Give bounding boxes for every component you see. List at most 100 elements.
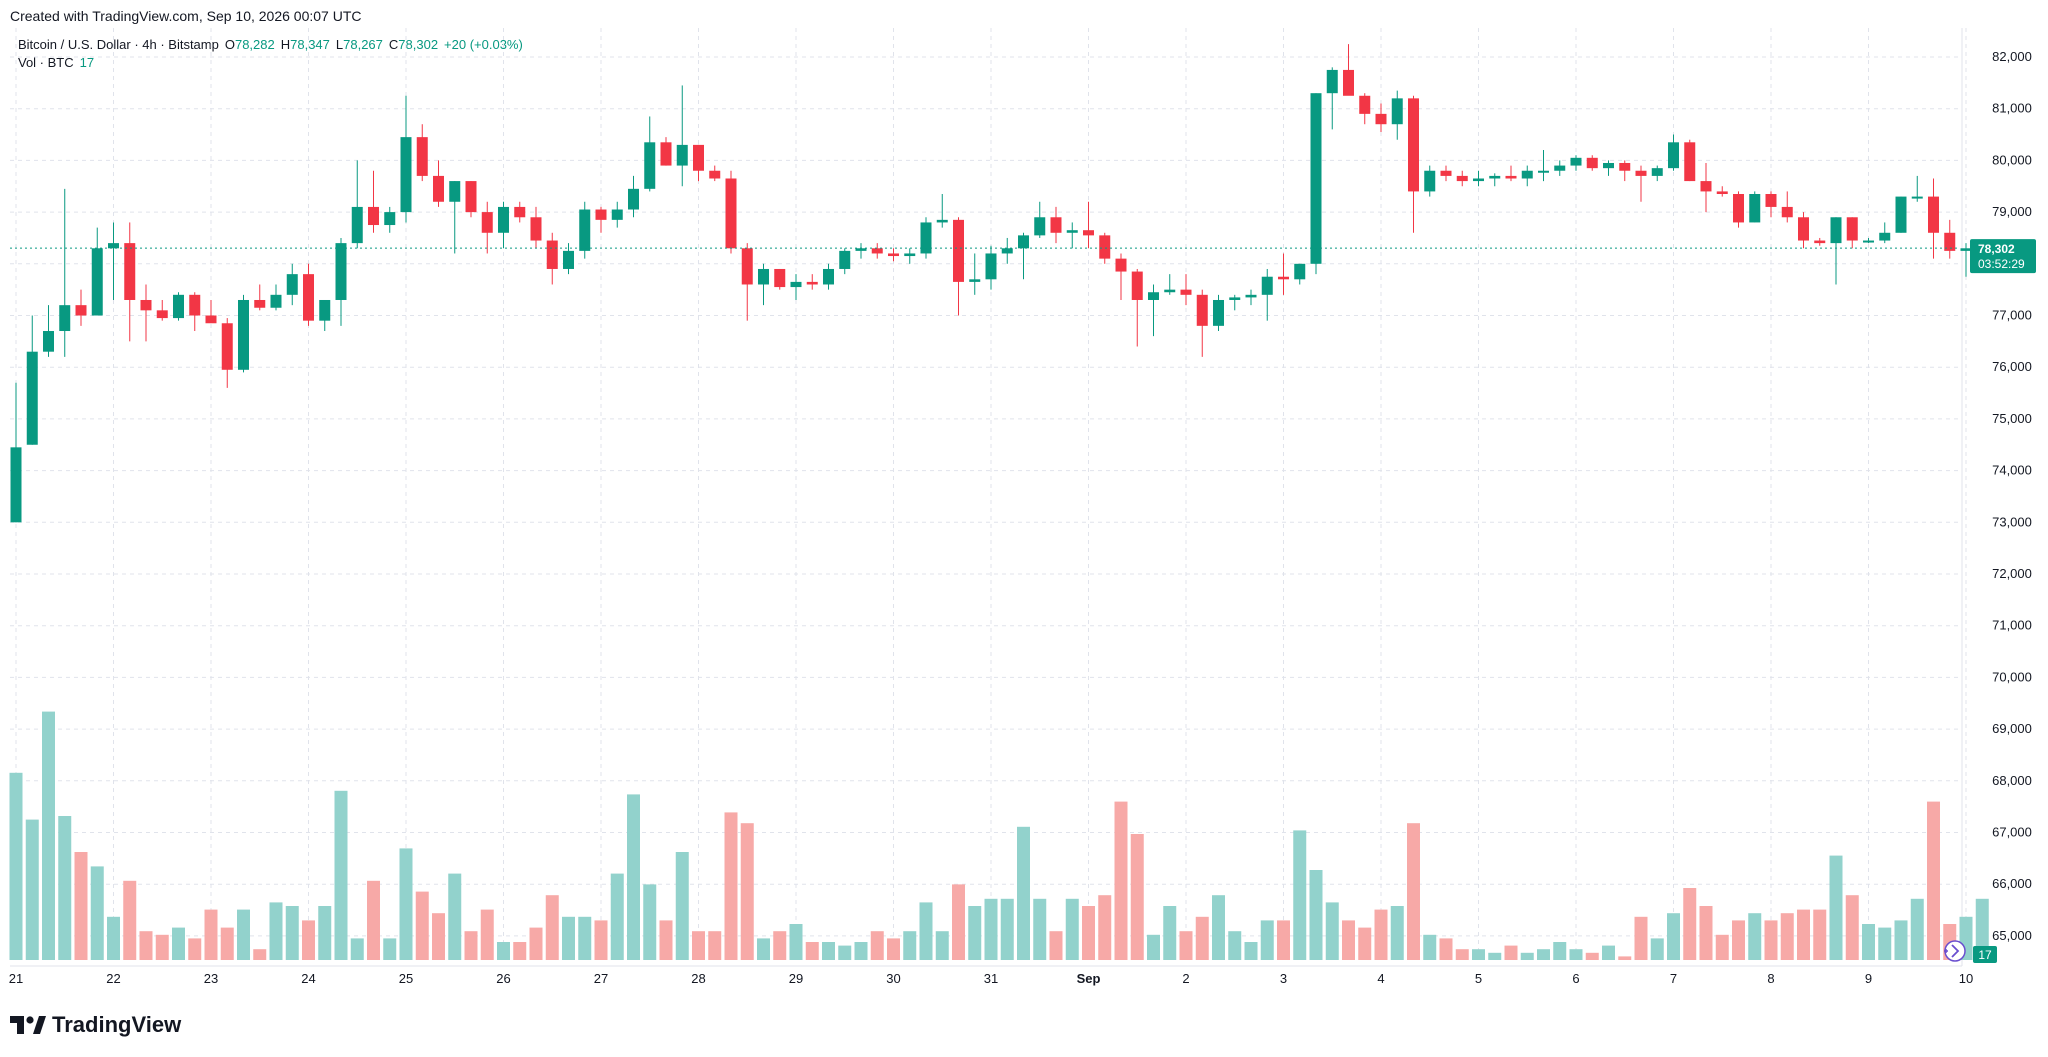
candle-body	[351, 206, 363, 244]
candle-body	[10, 447, 22, 523]
tradingview-logo[interactable]: TradingView	[10, 1012, 181, 1038]
volume-bar	[1033, 898, 1047, 960]
candle-body	[1733, 194, 1744, 223]
candle-body	[1456, 175, 1468, 182]
candle-body	[1473, 178, 1484, 182]
price-axis[interactable]: 82,00081,00080,00079,00078,00077,00076,0…	[1992, 49, 2032, 943]
volume-bar	[1439, 938, 1453, 960]
price-tick-label: 77,000	[1992, 308, 2032, 323]
volume-bar	[9, 772, 23, 960]
candle-body	[1911, 196, 1923, 199]
legend-low-value: 78,267	[343, 37, 383, 52]
volume-bar	[1715, 934, 1729, 960]
candle-body	[1245, 294, 1257, 298]
volume-bar	[1585, 952, 1599, 960]
candle-body	[1213, 299, 1224, 326]
volume-bar	[415, 891, 429, 960]
candle-body	[1830, 217, 1842, 244]
volume-bar	[1732, 920, 1745, 960]
volume-bar	[269, 902, 283, 960]
price-tick-label: 76,000	[1992, 359, 2032, 374]
volume-bar	[1098, 895, 1112, 960]
volume-bar	[1455, 949, 1469, 960]
volume-bar	[399, 848, 413, 960]
volume-bar	[594, 920, 608, 960]
legend-symbol[interactable]: Bitcoin / U.S. Dollar · 4h · Bitstamp	[18, 37, 219, 52]
time-tick-label: 25	[399, 971, 413, 986]
volume-bar	[1780, 913, 1794, 960]
volume-bar	[155, 934, 169, 960]
volume-bar	[1082, 906, 1095, 960]
volume-bar	[220, 927, 234, 960]
volume-bar	[1017, 826, 1030, 960]
price-tick-label: 65,000	[1992, 928, 2032, 943]
candle-body	[108, 243, 119, 249]
candle-body	[26, 351, 38, 445]
candlesticks	[10, 44, 1988, 523]
replay-icon[interactable]	[1944, 940, 1966, 962]
volume-bar	[464, 931, 478, 960]
time-tick-label: 6	[1572, 971, 1579, 986]
price-tick-label: 69,000	[1992, 721, 2032, 736]
time-tick-label: 28	[691, 971, 705, 986]
volume-bar	[1407, 823, 1420, 960]
volume-bar	[675, 852, 689, 960]
volume-bar	[123, 880, 137, 960]
volume-bar	[432, 913, 445, 960]
legend-volume-label[interactable]: Vol · BTC	[18, 55, 74, 70]
candle-body	[855, 248, 867, 251]
volume-bar	[90, 866, 104, 960]
volume-bar	[1325, 902, 1339, 960]
candle-body	[1408, 98, 1419, 192]
volume-bar	[1537, 949, 1550, 960]
volume-bar	[1748, 913, 1762, 960]
volume-bar	[659, 920, 673, 960]
time-axis[interactable]: 21 22 23 24 25 26 27 28 29 30 31 Sep 2 3 4 5 6 7 8 9 10	[9, 971, 1973, 986]
volume-bar	[1504, 945, 1518, 960]
price-tick-label: 79,000	[1992, 204, 2032, 219]
volume-bar	[139, 931, 153, 960]
candle-body	[319, 299, 331, 321]
candle-body	[806, 281, 818, 285]
volume-bar	[1390, 906, 1404, 960]
volume-bar	[822, 942, 835, 960]
volume-bar	[984, 898, 998, 960]
volume-bar	[1894, 920, 1908, 960]
candle-body	[1570, 157, 1582, 166]
volume-bar	[367, 880, 380, 960]
volume-bar	[1845, 895, 1859, 960]
candle-body	[1294, 263, 1306, 280]
candle-body	[1489, 175, 1501, 179]
candle-body	[1684, 142, 1696, 182]
candle-body	[888, 253, 899, 257]
candle-body	[823, 268, 834, 285]
volume-bar	[1277, 920, 1290, 960]
volume-bar	[1472, 949, 1485, 960]
legend-high: H78,347	[281, 36, 330, 54]
volume-bar	[1065, 898, 1079, 960]
candle-body	[546, 240, 558, 269]
volume-bar	[1163, 906, 1177, 960]
volume-bar	[1358, 927, 1372, 960]
volume-bar	[497, 942, 510, 960]
candle-body	[173, 294, 184, 319]
price-chart[interactable]: 82,00081,00080,00079,00078,00077,00076,0…	[0, 0, 2048, 1000]
candle-body	[303, 274, 314, 321]
volume-bar	[1147, 934, 1160, 960]
volume-bar	[1634, 916, 1648, 960]
candle-body	[709, 170, 721, 179]
volume-bar	[513, 942, 527, 960]
volume-bar	[237, 909, 250, 960]
time-tick-label: 27	[594, 971, 608, 986]
candle-body	[124, 243, 136, 300]
volume-bar	[968, 906, 982, 960]
volume-bar	[1423, 934, 1437, 960]
candle-body	[1164, 289, 1176, 293]
price-tick-label: 82,000	[1992, 49, 2032, 64]
volume-bar	[1667, 913, 1680, 960]
candle-body	[985, 253, 997, 280]
volume-bar	[285, 906, 299, 960]
volume-bar	[1114, 801, 1128, 960]
volume-bar	[757, 938, 770, 960]
candle-body	[1668, 142, 1679, 169]
